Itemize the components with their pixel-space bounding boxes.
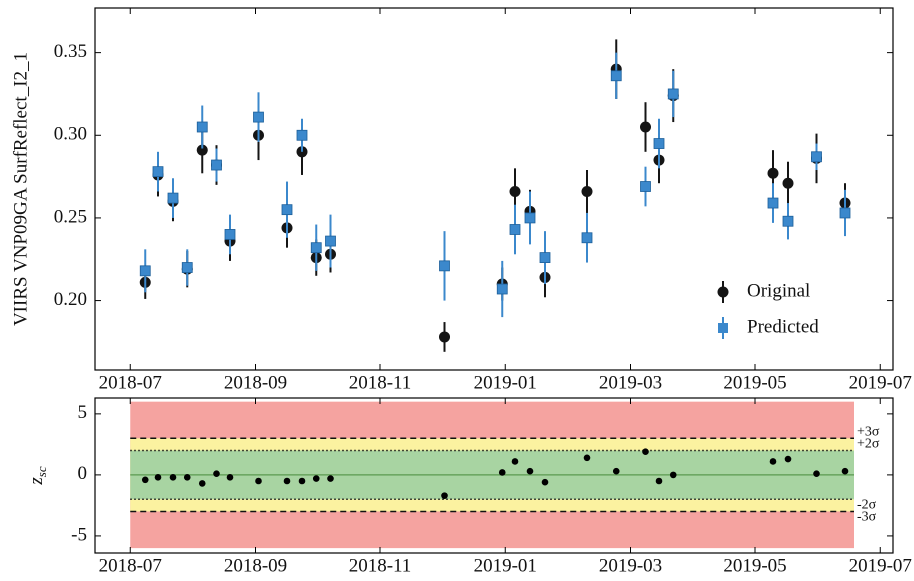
marker <box>196 121 208 133</box>
y-tick-label: 0 <box>78 463 88 484</box>
point <box>255 477 262 485</box>
point <box>226 474 234 481</box>
axes-frame <box>94 397 894 554</box>
marker <box>296 129 308 141</box>
marker <box>253 111 264 123</box>
sigma-label: -3σ <box>857 510 877 525</box>
point <box>841 467 849 475</box>
marker <box>496 283 508 295</box>
marker <box>139 265 151 277</box>
point <box>669 471 677 479</box>
sigma-label: +3σ <box>857 424 880 439</box>
marker <box>325 235 336 247</box>
point <box>655 477 663 485</box>
legend-label: Original <box>747 280 810 301</box>
marker <box>167 192 179 204</box>
x-tick-label: 2019-03 <box>599 555 662 576</box>
marker <box>667 88 679 100</box>
point <box>769 458 777 465</box>
point <box>327 475 334 482</box>
sigma-label: -2σ <box>857 498 877 513</box>
point <box>169 474 177 481</box>
marker <box>439 331 450 343</box>
x-tick-label: 2019-07 <box>849 555 912 576</box>
y-axis-label-sub: sc <box>34 466 49 477</box>
marker <box>181 262 193 273</box>
marker <box>640 121 651 133</box>
point <box>642 448 649 456</box>
y-tick-label: 0.20 <box>54 289 87 310</box>
x-tick-label: 2018-07 <box>99 372 162 393</box>
marker <box>782 177 794 189</box>
point <box>154 474 162 481</box>
x-tick-label: 2019-01 <box>474 372 537 393</box>
y-axis-label: VIIRS VNP09GA SurfReflect_I2_1 <box>10 52 31 326</box>
point <box>298 477 306 485</box>
marker <box>509 224 521 235</box>
y-tick-label: 0.25 <box>54 206 87 227</box>
marker <box>509 185 521 197</box>
y-tick-label: 0.35 <box>54 41 87 62</box>
marker <box>196 144 208 156</box>
point <box>813 470 820 477</box>
y-axis-label: zsc <box>26 466 49 485</box>
marker <box>811 151 822 163</box>
marker <box>767 197 779 209</box>
y-tick-label: 5 <box>78 402 88 423</box>
y-tick-label: 0.30 <box>54 124 87 145</box>
x-tick-label: 2018-09 <box>224 555 287 576</box>
point <box>511 458 519 465</box>
x-tick-label: 2019-05 <box>723 372 786 393</box>
marker <box>524 212 536 224</box>
marker <box>281 204 293 216</box>
marker <box>211 159 222 171</box>
point <box>141 476 149 484</box>
x-tick-label: 2018-11 <box>349 372 412 393</box>
marker <box>839 207 851 219</box>
point <box>526 467 534 475</box>
marker <box>581 185 593 197</box>
marker <box>539 252 551 263</box>
x-tick-label: 2018-09 <box>224 372 287 393</box>
marker <box>782 215 794 227</box>
marker <box>152 166 164 178</box>
point <box>312 475 320 482</box>
point <box>183 474 191 481</box>
x-tick-label: 2019-07 <box>849 372 912 393</box>
marker <box>439 260 450 272</box>
point <box>612 467 620 475</box>
point <box>498 469 506 476</box>
x-tick-label: 2019-01 <box>474 555 537 576</box>
x-tick-label: 2019-03 <box>599 372 662 393</box>
point <box>283 477 291 485</box>
x-tick-label: 2018-11 <box>349 555 412 576</box>
point <box>583 454 591 462</box>
marker <box>640 181 651 192</box>
point <box>198 480 206 487</box>
y-axis-label-main: z <box>26 477 47 486</box>
point <box>784 455 792 463</box>
marker <box>310 242 322 254</box>
point <box>441 492 448 499</box>
sigma-label: +2σ <box>857 437 880 452</box>
marker <box>581 232 593 244</box>
point <box>213 470 220 477</box>
axes-frame <box>94 7 894 371</box>
x-tick-label: 2018-07 <box>99 555 162 576</box>
point <box>541 478 549 486</box>
marker <box>767 167 779 179</box>
x-tick-label: 2019-05 <box>723 555 786 576</box>
marker <box>610 70 622 82</box>
marker <box>653 138 665 149</box>
legend-label: Predicted <box>747 316 819 337</box>
marker <box>224 229 236 240</box>
y-tick-label: -5 <box>71 524 87 545</box>
